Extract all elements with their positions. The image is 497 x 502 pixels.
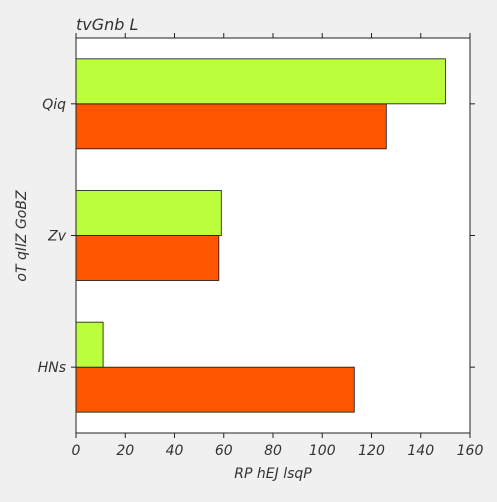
- plot-frame: [75, 37, 471, 434]
- x-tick-label: 140: [407, 443, 434, 459]
- bar-lime-Qiq: [75, 58, 446, 105]
- bar-lime-Zv: [75, 190, 222, 236]
- x-tick-label: 160: [457, 443, 484, 459]
- ticks-layer: HNs Zv Qiq 0 20 40 60 80 100 120 140 160: [38, 33, 484, 459]
- chart-title: tvGnb L: [76, 15, 138, 34]
- bar-orange-Qiq: [75, 103, 387, 150]
- bar-lime-HNs: [75, 321, 104, 368]
- x-tick-label: 0: [72, 443, 81, 459]
- x-tick-label: 100: [309, 443, 336, 459]
- x-tick-label: 60: [215, 443, 233, 459]
- bar-orange-Zv: [75, 235, 220, 281]
- y-tick-label: Qiq: [42, 97, 66, 113]
- y-tick-label: HNs: [38, 360, 66, 376]
- x-axis-label: RP hEJ lsqP: [234, 466, 312, 482]
- x-tick-label: 20: [116, 443, 134, 459]
- x-tick-label: 120: [358, 443, 385, 459]
- y-tick-label: Zv: [47, 229, 67, 245]
- y-axis-label: oT qIlZ GoBZ: [14, 190, 30, 282]
- x-tick-label: 80: [264, 443, 282, 459]
- x-tick-label: 40: [166, 443, 184, 459]
- bars-layer: [75, 58, 446, 413]
- bar-orange-HNs: [75, 366, 355, 413]
